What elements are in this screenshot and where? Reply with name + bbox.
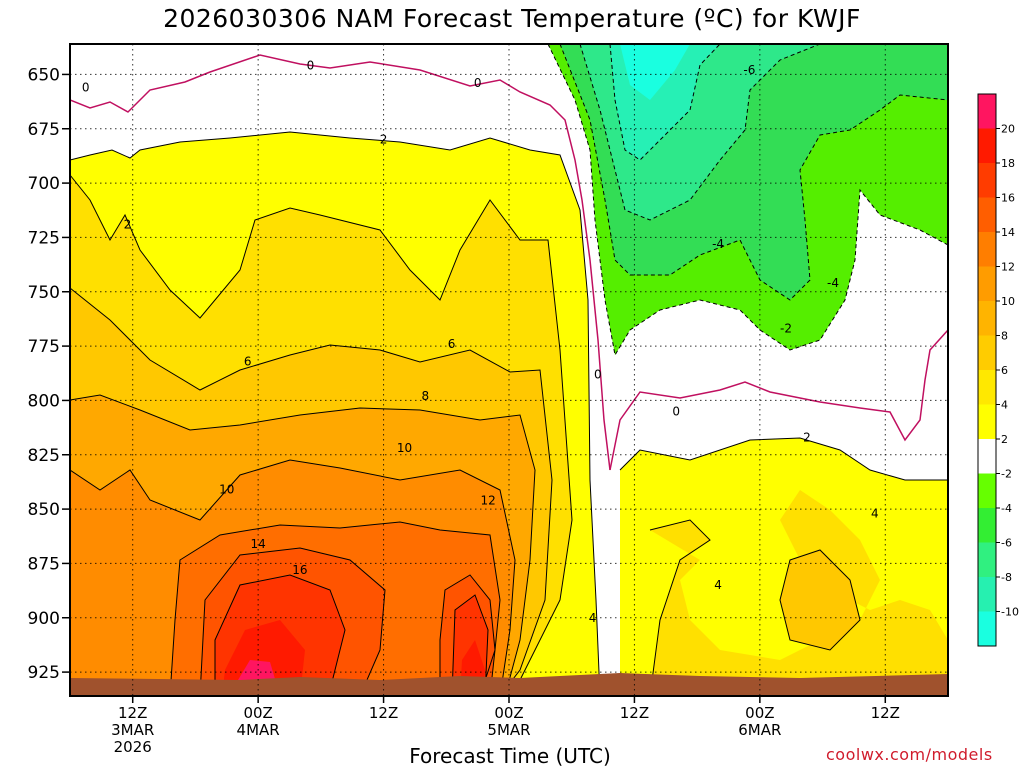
colorbar-label: -6: [1001, 537, 1012, 550]
colorbar-segment: [978, 577, 996, 612]
temperature-contours: [70, 131, 948, 696]
colorbar-segment: [978, 197, 996, 233]
x-tick-label: 12Z: [118, 704, 147, 722]
contour-label: -6: [743, 63, 755, 77]
colorbar-segment: [978, 473, 996, 509]
y-tick-label: 800: [28, 391, 60, 411]
colorbar-segment: [978, 163, 996, 198]
x-tick-label: 4MAR: [237, 721, 280, 739]
contour-label: -4: [827, 276, 839, 290]
colorbar-segment: [978, 508, 996, 543]
colorbar: 20 18 16 14 12 10 8 6 4 2 -2 -4 -6 -8 -10: [977, 93, 1019, 647]
x-tick-label: 00Z: [243, 704, 272, 722]
colorbar-label: 12: [1001, 261, 1015, 274]
y-tick-label: 925: [28, 663, 60, 683]
colorbar-label: 8: [1001, 330, 1008, 343]
y-tick-label: 875: [28, 554, 60, 574]
chart-title: 2026030306 NAM Forecast Temperature (ºC)…: [163, 4, 861, 33]
contour-label: 4: [871, 506, 879, 520]
y-tick-label: 825: [28, 446, 60, 466]
contour-label: 10: [219, 483, 234, 497]
colorbar-segment: [978, 335, 996, 371]
x-tick-label: 3MAR: [111, 721, 154, 739]
contour-label: 8: [422, 389, 430, 403]
y-tick-label: 675: [28, 120, 60, 140]
x-tick-label: 12Z: [369, 704, 398, 722]
x-axis-title: Forecast Time (UTC): [409, 744, 611, 768]
x-tick-label: 6MAR: [738, 721, 781, 739]
colorbar-label: -4: [1001, 502, 1012, 515]
contour-label: 0: [594, 367, 602, 381]
colorbar-label: 16: [1001, 192, 1015, 205]
contour-label: 0: [474, 76, 482, 90]
colorbar-label: -10: [1001, 606, 1019, 619]
contour-label: 6: [244, 354, 252, 368]
colorbar-label: 10: [1001, 295, 1015, 308]
x-tick-label: 5MAR: [487, 721, 530, 739]
contour-label: 0: [672, 404, 680, 418]
contour-label: -2: [780, 322, 792, 336]
colorbar-segment: [978, 301, 996, 336]
colorbar-label: 14: [1001, 226, 1015, 239]
y-tick-label: 650: [28, 65, 60, 85]
contour-label: 0: [82, 80, 90, 94]
colorbar-segment: [978, 542, 996, 578]
contour-label: 16: [292, 563, 307, 577]
contour-label: -4: [712, 237, 724, 251]
plot-frame: [69, 43, 949, 697]
contour-label: 4: [589, 611, 597, 625]
x-tick-label: 00Z: [745, 704, 774, 722]
x-tick-label: 00Z: [494, 704, 523, 722]
colorbar-label: 6: [1001, 364, 1008, 377]
y-tick-label: 750: [28, 283, 60, 303]
colorbar-segment: [978, 404, 996, 440]
colorbar-segment: [978, 439, 996, 474]
contour-label: 2: [380, 133, 388, 147]
y-tick-label: 900: [28, 609, 60, 629]
y-axis: 650 675 700 725 750 775 800 825 850 875 900 925: [28, 65, 70, 683]
grid-lines: [70, 44, 948, 696]
x-tick-label: 12Z: [620, 704, 649, 722]
y-tick-label: 850: [28, 500, 60, 520]
colorbar-label: -2: [1001, 468, 1012, 481]
contour-label: 4: [714, 578, 722, 592]
y-tick-label: 700: [28, 174, 60, 194]
contour-label: 2: [124, 217, 132, 231]
zero-contour-lower: [609, 329, 948, 471]
band-4-6-east: [650, 490, 948, 696]
contour-labels: 0 0 0 0 0 2 2 2 -2 -4 -4 -6 4 4 4 6 6 8 10 10 12 14 16: [82, 59, 879, 625]
x-tick-label: 2026: [114, 738, 152, 756]
contour-label: 2: [803, 430, 811, 444]
colorbar-segment: [978, 266, 996, 302]
colorbar-segment: [978, 611, 996, 647]
contour-label: 0: [307, 59, 315, 73]
contour-label: 10: [397, 441, 412, 455]
contour-label: 12: [480, 493, 495, 507]
colorbar-label: 20: [1001, 123, 1015, 136]
contour-label: 6: [448, 337, 456, 351]
colorbar-label: 2: [1001, 433, 1008, 446]
colorbar-label: 4: [1001, 399, 1008, 412]
colorbar-label: -8: [1001, 571, 1012, 584]
colorbar-segment: [978, 370, 996, 405]
colorbar-label: 18: [1001, 157, 1015, 170]
x-tick-label: 12Z: [871, 704, 900, 722]
y-tick-label: 775: [28, 337, 60, 357]
band-6-8-east: [780, 550, 860, 650]
contour-label: 14: [251, 537, 266, 551]
watermark: coolwx.com/models: [826, 745, 993, 764]
colorbar-segment: [978, 232, 996, 267]
band-below-minus10: [620, 44, 690, 100]
y-tick-label: 725: [28, 228, 60, 248]
zero-contour-upper: [70, 54, 611, 471]
colorbar-segment: [978, 94, 996, 129]
colorbar-segment: [978, 128, 996, 164]
